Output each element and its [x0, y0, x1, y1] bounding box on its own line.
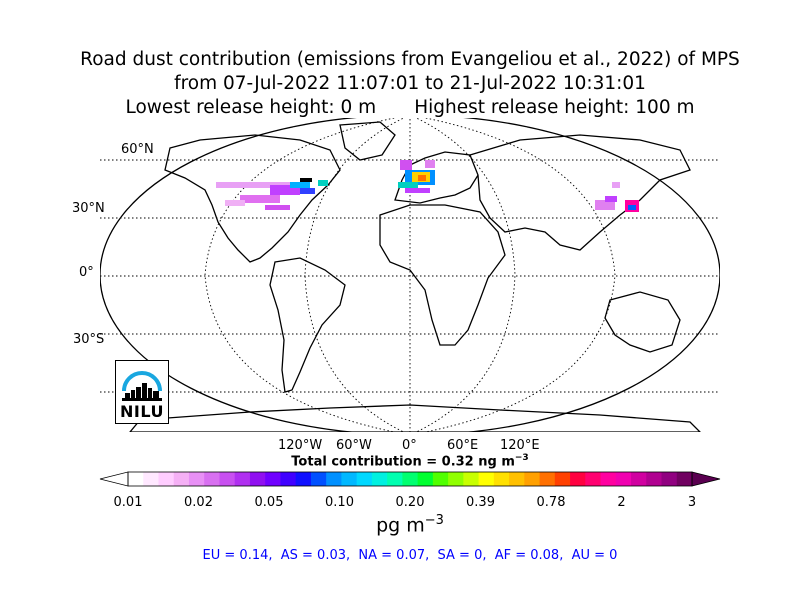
colorbar-segment [661, 472, 678, 486]
colorbar-segment [615, 472, 632, 486]
colorbar-segment [478, 472, 495, 486]
colorbar-segment [341, 472, 358, 486]
lon-label-60w: 60°W [336, 438, 372, 453]
asia [469, 134, 691, 251]
greenland [339, 121, 396, 161]
colorbar-segment [173, 472, 190, 486]
title-line-3: Lowest release height: 0 m Highest releas… [0, 96, 800, 120]
total-contribution-text: Total contribution = 0.32 ng m [291, 454, 515, 470]
colorbar-unit: pg m−3 [0, 513, 800, 536]
colorbar-tick-label: 0.78 [536, 495, 566, 510]
colorbar-segment [356, 472, 373, 486]
map-title: Road dust contribution (emissions from E… [0, 48, 800, 120]
south-america [269, 257, 346, 393]
lat-label-30s: 30°S [73, 332, 105, 347]
colorbar-segment [417, 472, 434, 486]
lon-label-120e: 120°E [500, 438, 540, 453]
colorbar-segment [570, 472, 586, 486]
colorbar-tick-label: 2 [617, 495, 626, 510]
colorbar-tick-label: 0.02 [184, 495, 213, 510]
colorbar-segment [326, 472, 342, 486]
region-summary: EU = 0.14, AS = 0.03, NA = 0.07, SA = 0,… [202, 548, 618, 563]
colorbar-segment [128, 472, 144, 486]
colorbar-segment [509, 472, 525, 486]
highest-release-height: Highest release height: 100 m [414, 97, 695, 118]
north-america-spots [216, 178, 328, 210]
antarctica [129, 404, 701, 432]
title-line-2: from 07-Jul-2022 11:07:01 to 21-Jul-2022… [174, 73, 646, 94]
colorbar-segment [554, 472, 571, 486]
colorbar-segment [524, 472, 541, 486]
nilu-logo-icon [122, 371, 162, 401]
colorbar-segment [539, 472, 556, 486]
colorbar-segment [600, 472, 617, 486]
colorbar-segment [676, 472, 693, 486]
lon-label-120w: 120°W [278, 438, 323, 453]
colorbar-tick-label: 0.05 [254, 495, 284, 510]
colorbar-segment [219, 472, 236, 486]
colorbar-tick-label: 3 [687, 495, 697, 510]
colorbar-segment [234, 472, 251, 486]
nilu-logo-text: NILU [120, 402, 164, 421]
colorbar-min-extension [99, 471, 129, 487]
colorbar-unit-text: pg m [376, 514, 425, 537]
colorbar-segment [402, 472, 419, 486]
colorbar-unit-exponent: −3 [424, 513, 444, 528]
colorbar-segment [371, 472, 388, 486]
colorbar-segment [387, 472, 403, 486]
colorbar-segment [158, 472, 175, 486]
africa [379, 204, 506, 346]
lat-label-30n: 30°N [72, 201, 105, 216]
colorbar-segment [265, 472, 281, 486]
colorbar-segment [585, 472, 602, 486]
colorbar-segment [249, 472, 266, 486]
lat-label-60n: 60°N [121, 142, 154, 157]
colorbar-segment [631, 472, 647, 486]
colorbar-tick-label: 0.10 [325, 495, 354, 510]
title-line-1: Road dust contribution (emissions from E… [80, 49, 740, 70]
colorbar-segment [463, 472, 480, 486]
lon-label-0: 0° [402, 438, 417, 453]
contribution-spots [216, 160, 639, 212]
colorbar-segment [493, 472, 510, 486]
total-contribution-exponent: −3 [514, 453, 529, 463]
colorbar-segment [204, 472, 220, 486]
europe-spots [398, 160, 435, 193]
lon-label-60e: 60°E [447, 438, 479, 453]
asia-spots [595, 182, 639, 212]
colorbar-tick-label: 0.20 [395, 495, 425, 510]
australia [604, 291, 681, 353]
lat-label-0: 0° [79, 265, 94, 280]
colorbar [99, 471, 721, 487]
colorbar-max-extension [691, 471, 721, 487]
colorbar-segment [280, 472, 297, 486]
total-contribution: Total contribution = 0.32 ng m−3 [0, 453, 800, 469]
colorbar-segment [295, 472, 312, 486]
colorbar-segment [448, 472, 464, 486]
colorbar-segment [432, 472, 449, 486]
colorbar-segment [310, 472, 327, 486]
colorbar-segment [143, 472, 159, 486]
colorbar-frame [127, 471, 693, 487]
colorbar-tick-label: 0.01 [113, 495, 143, 510]
colorbar-tick-label: 0.39 [466, 495, 495, 510]
colorbar-segment [188, 472, 205, 486]
colorbar-segment [646, 472, 663, 486]
nilu-logo: NILU [115, 360, 169, 424]
lowest-release-height: Lowest release height: 0 m [125, 97, 377, 118]
graticule [100, 118, 720, 432]
